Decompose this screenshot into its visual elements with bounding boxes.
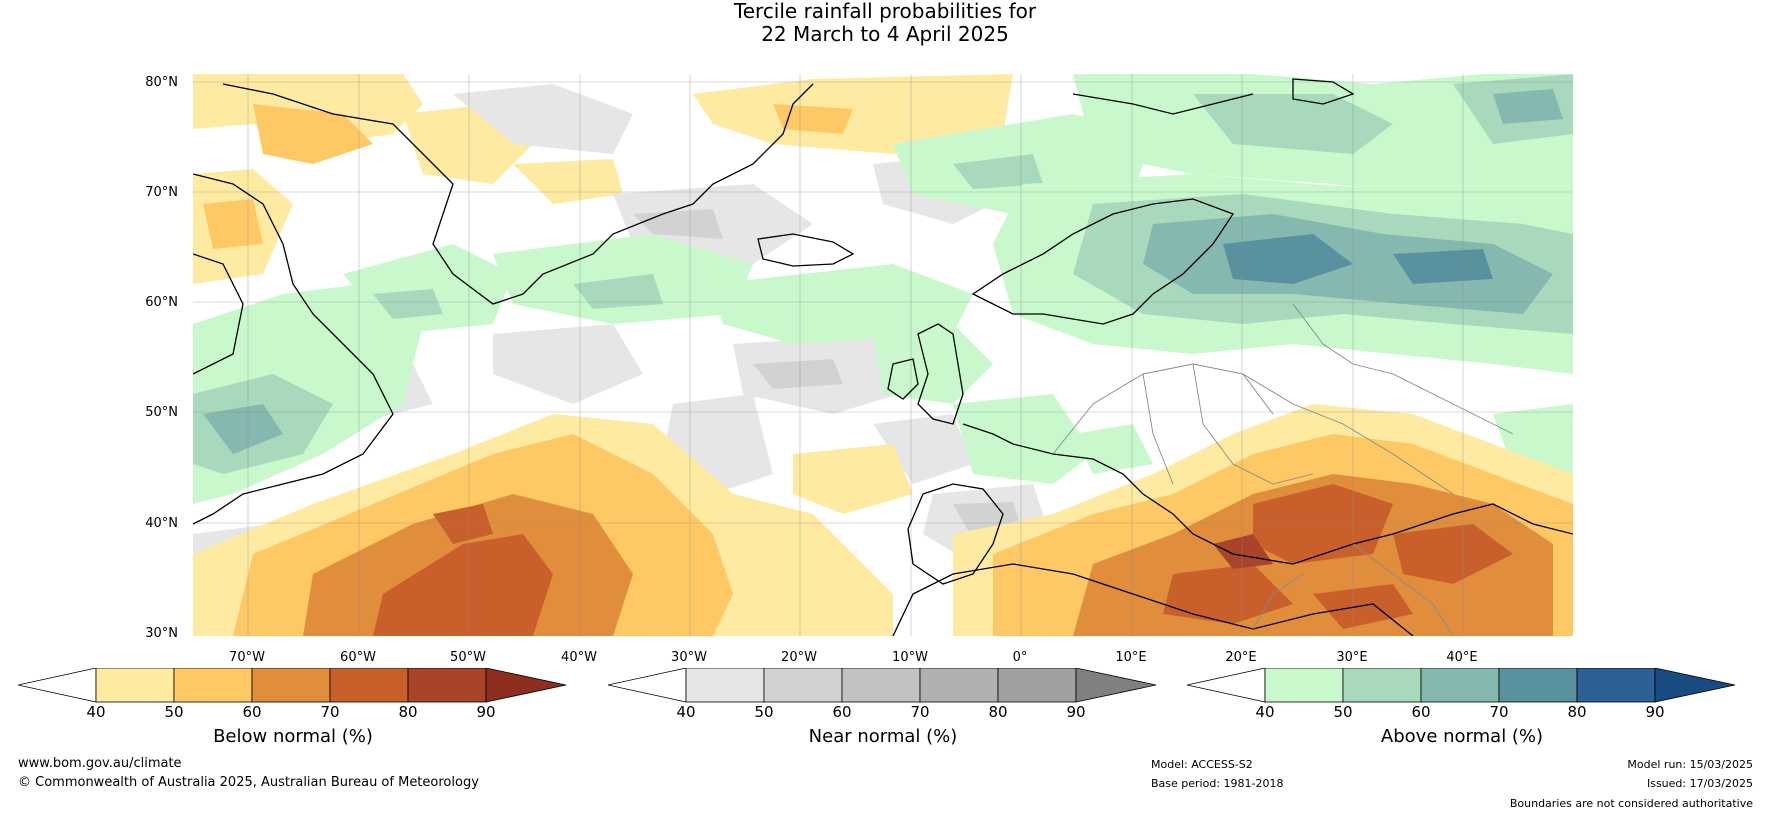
cbar-above-tick-50: 50 (1333, 703, 1353, 721)
cbar-near-caption: Near normal (%) (808, 726, 958, 747)
lon-label-40e: 40°E (1446, 650, 1478, 665)
lon-label-30e: 30°E (1336, 650, 1368, 665)
lat-label-50n: 50°N (145, 405, 178, 420)
cbar-above-seg-1 (1264, 667, 1344, 703)
cbar-above-seg-5 (1576, 667, 1656, 703)
lon-label-20w: 20°W (781, 650, 817, 665)
north-coast-asia (1072, 93, 1254, 115)
below-normal-north-patches (193, 74, 1013, 284)
cbar-near-seg-0 (607, 667, 687, 703)
cbar-above-seg-4 (1498, 667, 1578, 703)
lon-label-60w: 60°W (340, 650, 376, 665)
iberia-coast (907, 483, 1004, 585)
africa-coast (892, 563, 1414, 636)
cbar-above-tick-60: 60 (1411, 703, 1431, 721)
lon-label-50w: 50°W (450, 650, 486, 665)
colorbar-above-normal: 40 50 60 70 80 90 Above normal (%) (1186, 667, 1737, 768)
lat-label-30n: 30°N (145, 626, 178, 641)
above-normal-patches (193, 74, 1573, 504)
country-borders (1052, 303, 1514, 636)
cbar-below-seg-4 (329, 667, 409, 703)
cbar-above-seg-6 (1654, 667, 1736, 703)
title-line-2: 22 March to 4 April 2025 (761, 22, 1009, 46)
cbar-below-tick-70: 70 (320, 703, 340, 721)
footer-model-run: Model run: 15/03/2025 (1627, 758, 1753, 771)
cbar-below-tick-80: 80 (398, 703, 418, 721)
lon-label-40w: 40°W (561, 650, 597, 665)
lon-label-0: 0° (1012, 650, 1028, 665)
cbar-near-seg-5 (997, 667, 1077, 703)
lat-label-40n: 40°N (145, 516, 178, 531)
cbar-near-seg-1 (685, 667, 765, 703)
footer-copyright: © Commonwealth of Australia 2025, Austra… (18, 775, 479, 790)
rainfall-probability-map (192, 73, 1574, 637)
lon-label-70w: 70°W (229, 650, 265, 665)
cbar-above-seg-0 (1186, 667, 1266, 703)
cbar-below-tick-60: 60 (242, 703, 262, 721)
footer-issued: Issued: 17/03/2025 (1646, 777, 1753, 790)
svalbard-coast (1292, 78, 1355, 105)
map-svg (193, 74, 1573, 636)
cbar-above-tick-80: 80 (1567, 703, 1587, 721)
lat-label-60n: 60°N (145, 295, 178, 310)
cbar-near-tick-40: 40 (676, 703, 696, 721)
europe-coast (962, 423, 1573, 565)
canada-coast (193, 173, 394, 525)
cbar-near-tick-80: 80 (988, 703, 1008, 721)
cbar-below-tick-50: 50 (164, 703, 184, 721)
cbar-below-caption: Below normal (%) (213, 726, 373, 747)
cbar-below-seg-5 (407, 667, 487, 703)
cbar-below-seg-0 (17, 667, 97, 703)
colorbar-above-normal-svg (1186, 667, 1736, 703)
footer-model: Model: ACCESS-S2 (1151, 758, 1253, 771)
cbar-near-tick-60: 60 (832, 703, 852, 721)
cbar-above-tick-40: 40 (1255, 703, 1275, 721)
lon-label-10w: 10°W (892, 650, 928, 665)
footer-url[interactable]: www.bom.gov.au/climate (18, 756, 182, 771)
below-normal-south-patches (193, 404, 1573, 636)
colorbar-near-normal-svg (607, 667, 1157, 703)
cbar-near-tick-90: 90 (1066, 703, 1086, 721)
cbar-below-tick-90: 90 (476, 703, 496, 721)
colorbar-near-normal: 40 50 60 70 80 90 Near normal (%) (607, 667, 1158, 768)
lon-label-30w: 30°W (671, 650, 707, 665)
footer-base-period: Base period: 1981-2018 (1151, 777, 1284, 790)
cbar-below-seg-2 (173, 667, 253, 703)
cbar-above-tick-90: 90 (1645, 703, 1665, 721)
cbar-below-seg-3 (251, 667, 331, 703)
cbar-above-caption: Above normal (%) (1380, 726, 1544, 747)
cbar-near-tick-50: 50 (754, 703, 774, 721)
lon-label-20e: 20°E (1225, 650, 1257, 665)
cbar-above-seg-2 (1342, 667, 1422, 703)
cbar-near-tick-70: 70 (910, 703, 930, 721)
cbar-near-seg-2 (763, 667, 843, 703)
ireland-coast (887, 358, 919, 400)
cbar-near-seg-4 (919, 667, 999, 703)
map-title: Tercile rainfall probabilities for 22 Ma… (0, 0, 1770, 46)
title-line-1: Tercile rainfall probabilities for (733, 0, 1037, 23)
greenland-coast (222, 83, 814, 305)
cbar-below-tick-40: 40 (86, 703, 106, 721)
graticule (193, 74, 1573, 636)
scandinavia-coast (971, 198, 1234, 325)
iceland-coast (757, 233, 855, 267)
labrador-inner (193, 253, 244, 375)
footer-disclaimer: Boundaries are not considered authoritat… (1509, 797, 1753, 810)
lat-label-80n: 80°N (145, 75, 178, 90)
britain-coast (917, 323, 964, 425)
cbar-near-seg-6 (1075, 667, 1157, 703)
colorbar-below-normal-svg (17, 667, 567, 703)
cbar-above-seg-3 (1420, 667, 1500, 703)
colorbar-below-normal: 40 50 60 70 80 90 Below normal (%) (17, 667, 568, 768)
cbar-below-seg-1 (95, 667, 175, 703)
lat-label-70n: 70°N (145, 185, 178, 200)
lon-label-10e: 10°E (1115, 650, 1147, 665)
cbar-near-seg-3 (841, 667, 921, 703)
coastlines (193, 78, 1573, 636)
cbar-above-tick-70: 70 (1489, 703, 1509, 721)
cbar-below-seg-6 (485, 667, 567, 703)
